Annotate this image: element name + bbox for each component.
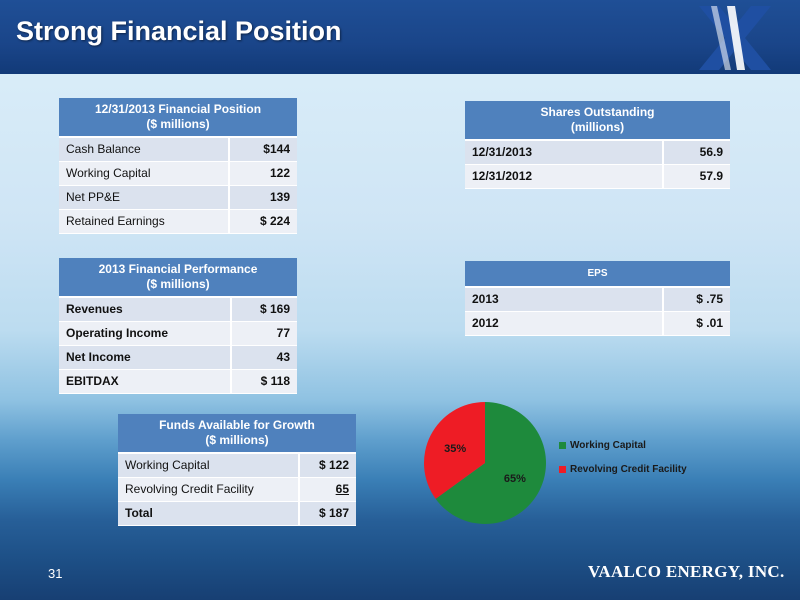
shares-outstanding-header: Shares Outstanding (millions) bbox=[465, 101, 730, 141]
row-label: Operating Income bbox=[59, 321, 232, 346]
header-bar: Strong Financial Position bbox=[0, 0, 800, 74]
table-row: Net PP&E 139 bbox=[59, 185, 297, 210]
row-value: $ 224 bbox=[229, 209, 297, 234]
row-label: 2012 bbox=[465, 311, 664, 336]
row-value: $ 118 bbox=[230, 369, 297, 394]
row-label: EBITDAX bbox=[59, 369, 232, 394]
table-row: 12/31/2013 56.9 bbox=[465, 140, 730, 165]
row-label: Working Capital bbox=[118, 453, 301, 478]
row-value: 122 bbox=[229, 161, 297, 186]
table-row: Operating Income 77 bbox=[59, 321, 297, 346]
row-value: 65 bbox=[299, 477, 356, 502]
table-row: Net Income 43 bbox=[59, 345, 297, 370]
legend-swatch bbox=[559, 465, 566, 473]
funds-available-table: Funds Available for Growth ($ millions) … bbox=[118, 414, 356, 526]
row-value: $ 169 bbox=[230, 297, 297, 322]
row-label: Cash Balance bbox=[59, 137, 231, 162]
company-name: VAALCO ENERGY, INC. bbox=[588, 562, 785, 581]
legend-item-working-capital: Working Capital bbox=[559, 438, 687, 452]
pie-slice-revolving-credit-facility bbox=[424, 402, 485, 499]
row-value: $144 bbox=[229, 137, 297, 162]
legend-item-revolving-credit: Revolving Credit Facility bbox=[559, 462, 687, 476]
table-row: Retained Earnings $ 224 bbox=[59, 209, 297, 234]
funds-available-header: Funds Available for Growth ($ millions) bbox=[118, 414, 356, 454]
row-value: 57.9 bbox=[663, 164, 730, 189]
row-label: Total bbox=[118, 501, 301, 526]
eps-table: EPS 2013 $ .75 2012 $ .01 bbox=[465, 261, 730, 336]
company-logo-icon bbox=[699, 6, 771, 70]
row-label: Net PP&E bbox=[59, 185, 231, 210]
row-label: Net Income bbox=[59, 345, 232, 370]
table-row: Total $ 187 bbox=[118, 501, 356, 526]
table-row: Working Capital 122 bbox=[59, 161, 297, 186]
row-label: 12/31/2013 bbox=[465, 140, 664, 165]
chart-legend: Working Capital Revolving Credit Facilit… bbox=[559, 438, 687, 486]
row-label: Working Capital bbox=[59, 161, 231, 186]
legend-label: Working Capital bbox=[570, 439, 646, 451]
eps-header: EPS bbox=[465, 261, 730, 288]
table-row: 2013 $ .75 bbox=[465, 287, 730, 312]
row-value: 43 bbox=[230, 345, 297, 370]
legend-swatch bbox=[559, 441, 566, 449]
financial-performance-table: 2013 Financial Performance ($ millions) … bbox=[59, 258, 297, 394]
row-label: 12/31/2012 bbox=[465, 164, 664, 189]
legend-label: Revolving Credit Facility bbox=[570, 463, 687, 475]
row-label: Revenues bbox=[59, 297, 232, 322]
financial-performance-header: 2013 Financial Performance ($ millions) bbox=[59, 258, 297, 298]
row-label: Retained Earnings bbox=[59, 209, 231, 234]
pie-slice-working-capital bbox=[435, 402, 546, 524]
financial-position-table: 12/31/2013 Financial Position ($ million… bbox=[59, 98, 297, 234]
table-row: 12/31/2012 57.9 bbox=[465, 164, 730, 189]
slide-number: 31 bbox=[48, 566, 63, 581]
table-row: EBITDAX $ 118 bbox=[59, 369, 297, 394]
table-row: Revenues $ 169 bbox=[59, 297, 297, 322]
funds-pie-chart: 65% 35% bbox=[424, 402, 546, 524]
row-label: 2013 bbox=[465, 287, 664, 312]
row-value: 77 bbox=[230, 321, 297, 346]
table-row: Revolving Credit Facility 65 bbox=[118, 477, 356, 502]
page-title: Strong Financial Position bbox=[16, 16, 342, 46]
row-value: $ 187 bbox=[299, 501, 356, 526]
table-row: Working Capital $ 122 bbox=[118, 453, 356, 478]
row-value: $ .75 bbox=[663, 287, 730, 312]
row-label: Revolving Credit Facility bbox=[118, 477, 301, 502]
row-value: 56.9 bbox=[663, 140, 730, 165]
row-value: $ 122 bbox=[299, 453, 356, 478]
shares-outstanding-table: Shares Outstanding (millions) 12/31/2013… bbox=[465, 101, 730, 189]
financial-position-header: 12/31/2013 Financial Position ($ million… bbox=[59, 98, 297, 138]
pie-label: 35% bbox=[444, 443, 466, 455]
row-value: $ .01 bbox=[663, 311, 730, 336]
row-value: 139 bbox=[229, 185, 297, 210]
pie-label: 65% bbox=[504, 473, 526, 485]
table-row: Cash Balance $144 bbox=[59, 137, 297, 162]
table-row: 2012 $ .01 bbox=[465, 311, 730, 336]
